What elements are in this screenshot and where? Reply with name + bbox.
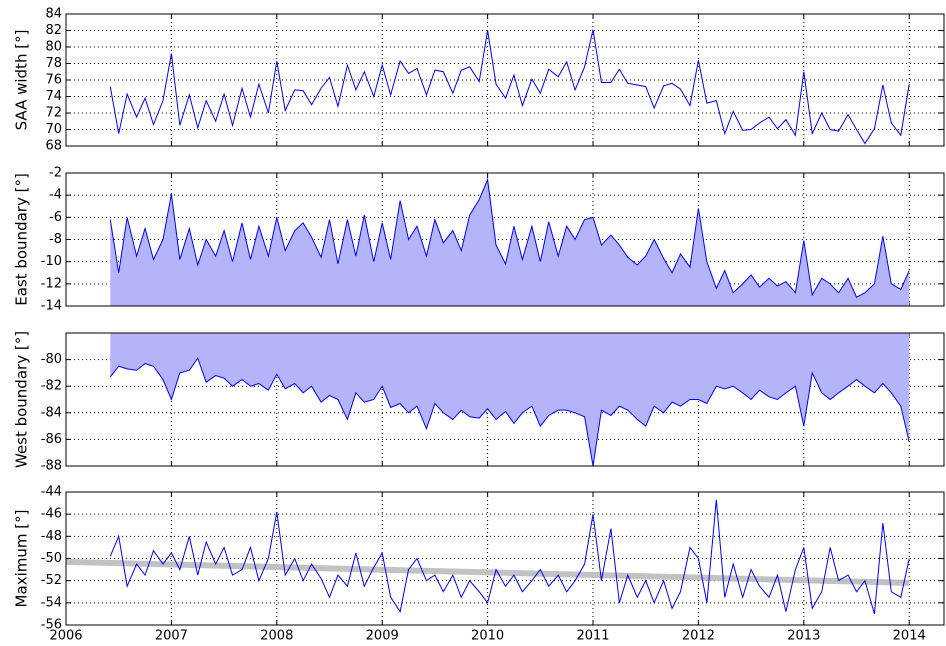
data-line [109, 357, 910, 467]
axes-frame [65, 172, 945, 307]
y-tick-label: 70 [45, 122, 62, 137]
y-tick-label: 68 [45, 139, 62, 154]
x-tick-label: 2013 [787, 629, 820, 644]
area [110, 179, 910, 306]
y-tick-label: 74 [45, 89, 62, 104]
data-line [109, 29, 910, 145]
x-tick-label: 2014 [893, 629, 926, 644]
y-tick-label: -12 [41, 276, 62, 291]
y-tick-label: -88 [41, 459, 62, 474]
area [110, 333, 910, 466]
x-tick-label: 2006 [49, 629, 82, 644]
y-tick-label: -80 [41, 352, 62, 367]
trend-line [65, 558, 910, 586]
x-tick-label: 2008 [260, 629, 293, 644]
x-tick-label: 2012 [682, 629, 715, 644]
x-tick-label: 2011 [576, 629, 609, 644]
y-tick-label: -14 [41, 299, 62, 314]
y-tick-label: -48 [41, 529, 62, 544]
y-tick-label: -84 [41, 405, 62, 420]
y-tick-label: -6 [49, 210, 62, 225]
data-line [109, 177, 910, 298]
axes-frame [65, 491, 945, 626]
data-line [109, 499, 910, 615]
y-axis-label: West boundary [°] [13, 331, 31, 468]
y-axis-label: SAA width [°] [13, 30, 31, 131]
x-tick-label: 2010 [471, 629, 504, 644]
y-tick-label: 80 [45, 40, 62, 55]
x-tick-label: 2009 [366, 629, 399, 644]
y-tick-label: -56 [41, 618, 62, 633]
y-tick-label: -2 [49, 166, 62, 181]
y-tick-label: -82 [41, 379, 62, 394]
axes-frame [65, 13, 945, 147]
y-tick-label: -8 [49, 232, 62, 247]
x-tick-label: 2007 [155, 629, 188, 644]
y-tick-label: -4 [49, 188, 62, 203]
y-axis-label: East boundary [°] [13, 173, 31, 306]
y-axis-label: Maximum [°] [13, 510, 31, 608]
y-tick-label: -44 [41, 485, 62, 500]
y-tick-label: -52 [41, 573, 62, 588]
y-tick-label: -54 [41, 595, 62, 610]
y-tick-label: -46 [41, 507, 62, 522]
y-tick-label: 82 [45, 23, 62, 38]
y-tick-label: -86 [41, 432, 62, 447]
y-tick-label: 84 [45, 7, 62, 22]
y-tick-label: 72 [45, 106, 62, 121]
y-tick-label: -10 [41, 254, 62, 269]
y-tick-label: 78 [45, 56, 62, 71]
y-tick-label: 76 [45, 73, 62, 88]
y-tick-label: -50 [41, 551, 62, 566]
axes-frame [65, 332, 945, 467]
